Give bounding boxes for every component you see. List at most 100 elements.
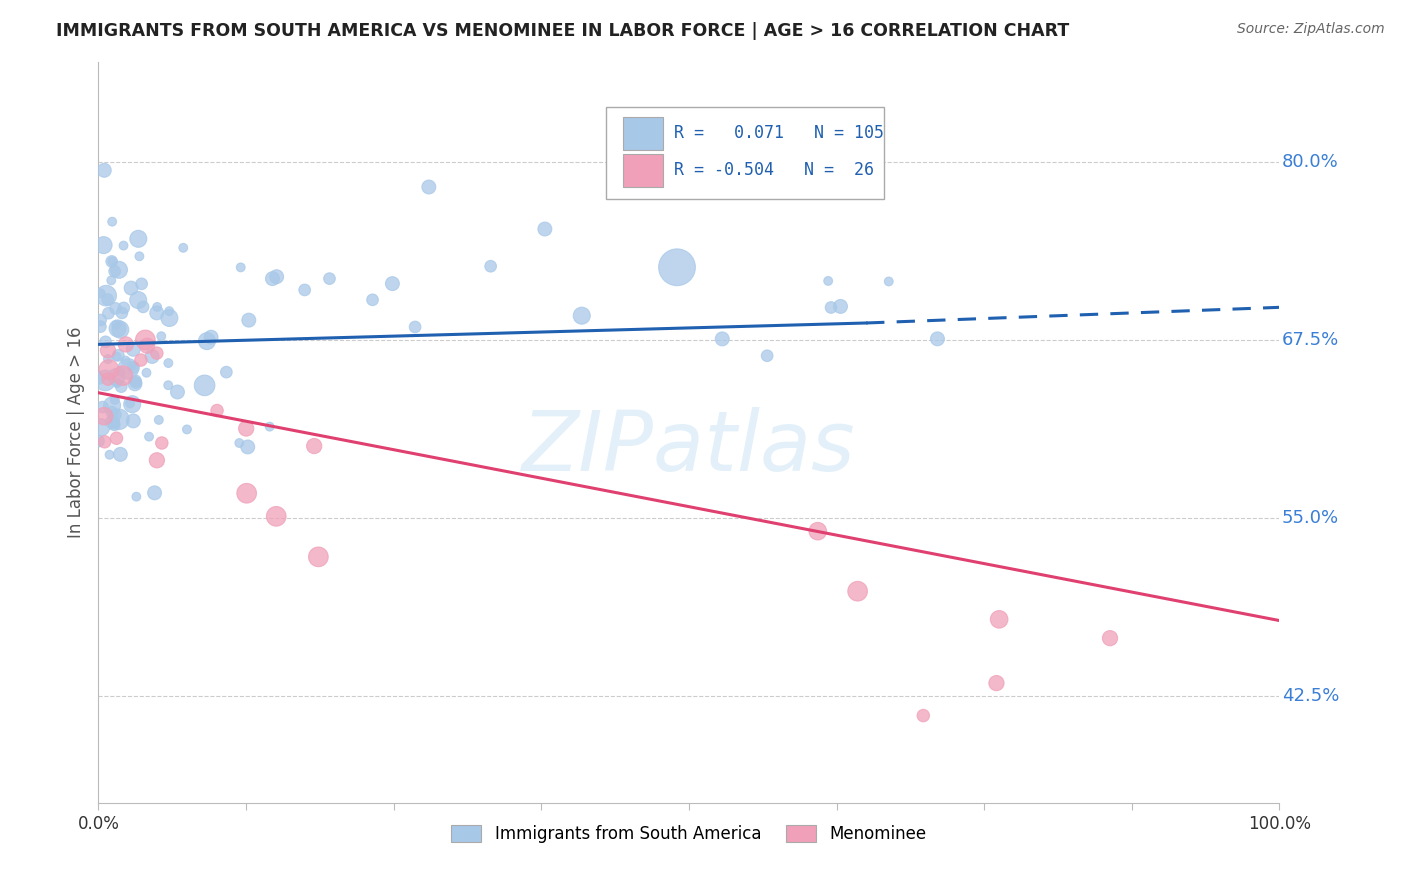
Point (111, 306, 134, 320)
Point (1098, 631, 1121, 645)
Point (235, 421, 257, 435)
Point (912, 708, 935, 723)
Point (97, 293, 120, 307)
Point (125, 376, 148, 390)
Legend: Immigrants from South America, Menominee: Immigrants from South America, Menominee (444, 819, 934, 850)
Point (100, 254, 122, 268)
Point (110, 379, 132, 393)
Point (107, 348, 129, 362)
Text: ZIPatlas: ZIPatlas (522, 407, 856, 488)
Text: 67.5%: 67.5% (1282, 331, 1339, 349)
Point (228, 436, 250, 450)
Point (157, 356, 180, 370)
Point (418, 180, 440, 194)
Point (132, 300, 155, 314)
Point (101, 254, 124, 268)
Point (108, 262, 131, 277)
Point (756, 349, 779, 363)
FancyBboxPatch shape (623, 117, 664, 150)
Point (172, 241, 194, 255)
Point (122, 414, 145, 428)
Point (157, 304, 180, 318)
Point (877, 275, 900, 289)
Point (93, 434, 115, 449)
Point (121, 359, 143, 373)
Point (229, 260, 252, 275)
Point (302, 439, 325, 453)
Point (93, 163, 115, 178)
Point (93, 238, 115, 252)
Point (129, 353, 152, 368)
Point (97, 343, 120, 358)
Point (128, 249, 150, 263)
Point (571, 309, 593, 323)
Y-axis label: In Labor Force | Age > 16: In Labor Force | Age > 16 (66, 326, 84, 539)
Point (101, 415, 124, 429)
Point (105, 350, 128, 364)
Point (307, 549, 329, 564)
Point (104, 408, 127, 422)
Point (131, 277, 153, 291)
Point (124, 376, 146, 391)
Point (118, 396, 141, 410)
Point (294, 283, 316, 297)
Point (127, 232, 149, 246)
Point (107, 321, 129, 335)
Point (94, 334, 117, 349)
Point (205, 403, 228, 417)
Point (259, 419, 281, 434)
Point (98, 448, 121, 462)
Point (215, 365, 238, 379)
Point (236, 440, 259, 454)
Point (534, 222, 557, 236)
Point (146, 453, 169, 467)
Point (110, 365, 132, 379)
Point (89, 371, 111, 385)
Point (90, 313, 112, 327)
Point (94, 373, 117, 387)
Point (195, 334, 218, 348)
Point (146, 346, 169, 360)
Point (404, 320, 426, 334)
Point (104, 264, 127, 278)
Point (235, 486, 257, 500)
Point (150, 436, 173, 450)
Point (135, 366, 157, 380)
Point (145, 306, 167, 320)
Point (136, 339, 159, 353)
FancyBboxPatch shape (606, 107, 884, 200)
Point (112, 301, 135, 315)
Point (157, 378, 180, 392)
Point (97, 372, 120, 386)
Point (93, 409, 115, 424)
Point (103, 417, 125, 432)
Point (111, 368, 134, 383)
Point (666, 260, 689, 275)
Point (117, 362, 139, 376)
Point (238, 313, 260, 327)
Point (143, 486, 166, 500)
Point (97, 306, 120, 320)
Point (846, 584, 869, 599)
Point (266, 269, 288, 284)
Point (120, 281, 142, 295)
Point (479, 259, 502, 273)
Point (108, 412, 131, 426)
Point (200, 330, 222, 344)
Point (105, 318, 128, 332)
Point (711, 332, 734, 346)
Point (105, 431, 128, 445)
Point (101, 405, 124, 419)
Point (166, 384, 188, 399)
Point (121, 397, 143, 411)
Point (104, 301, 127, 316)
Point (122, 360, 145, 375)
Point (97, 352, 120, 367)
Point (264, 509, 287, 524)
Point (150, 329, 173, 343)
Point (807, 524, 830, 538)
Point (91, 400, 114, 414)
Point (194, 378, 217, 392)
Point (148, 413, 170, 427)
Point (110, 447, 132, 461)
